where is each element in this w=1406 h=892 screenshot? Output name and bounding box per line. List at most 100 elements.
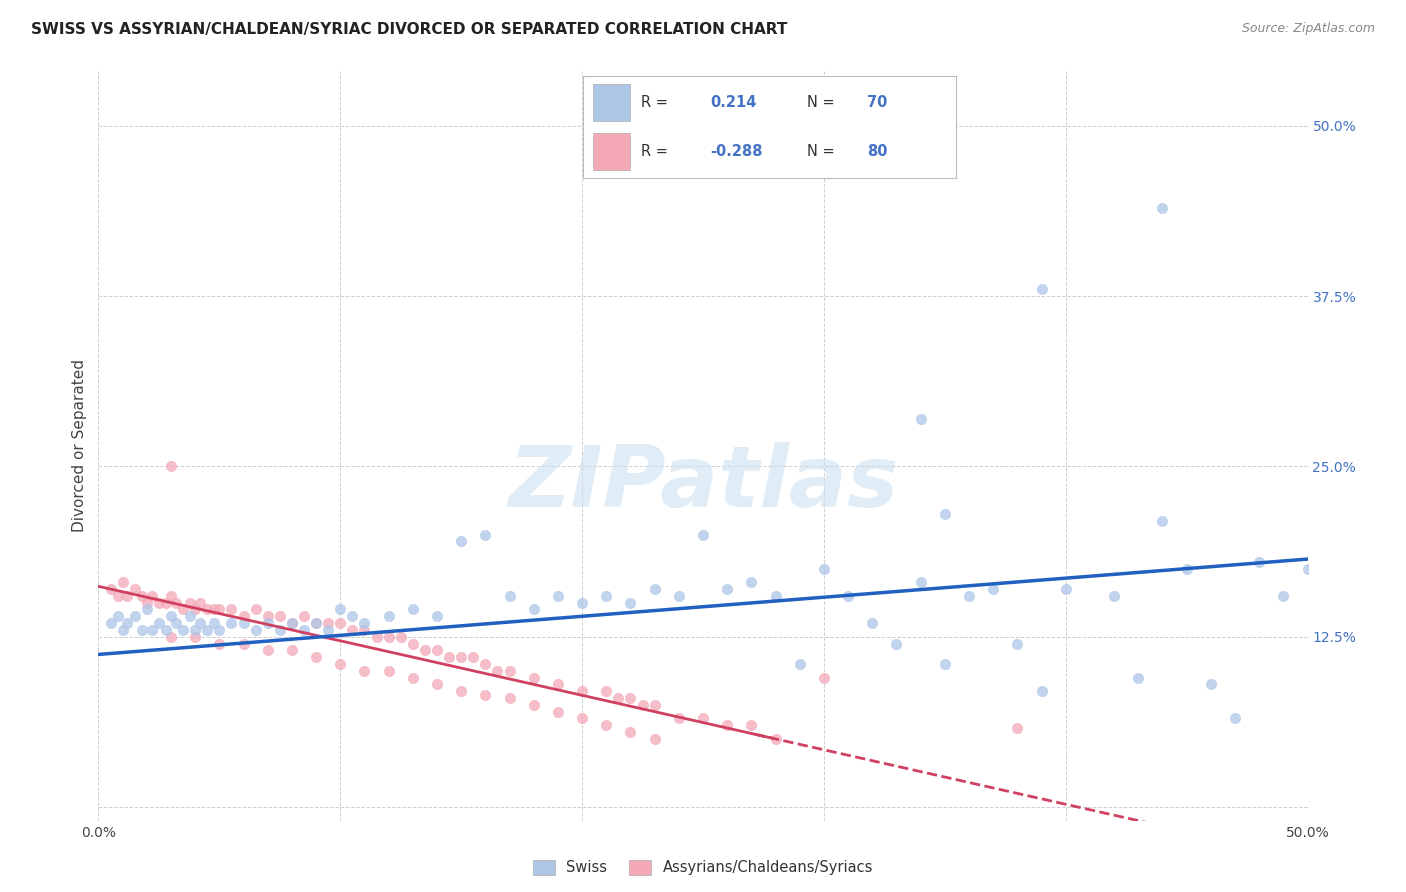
Point (172, 623, 194, 637)
Point (377, 609, 399, 624)
Point (547, 677, 569, 691)
Point (765, 589, 787, 603)
Text: 80: 80 (866, 145, 887, 160)
Point (474, 688, 496, 702)
Point (353, 616, 375, 631)
Point (860, 616, 883, 631)
Point (668, 711, 690, 725)
Point (631, 698, 654, 712)
Point (117, 616, 139, 631)
Text: -0.288: -0.288 (710, 145, 762, 160)
Point (172, 602, 194, 616)
Point (269, 623, 291, 637)
Point (523, 698, 546, 712)
Point (934, 507, 956, 521)
Point (426, 643, 449, 657)
Point (107, 589, 129, 603)
Point (426, 609, 449, 624)
Point (1249, 555, 1271, 569)
Point (124, 582, 146, 596)
Point (208, 602, 231, 616)
Text: 0.214: 0.214 (710, 95, 756, 110)
Point (474, 657, 496, 671)
Point (160, 630, 183, 644)
Point (813, 671, 835, 685)
Text: R =: R = (641, 145, 668, 160)
Point (1296, 561, 1319, 575)
Point (498, 691, 520, 706)
Point (450, 650, 472, 665)
Point (342, 623, 364, 637)
Point (160, 609, 183, 624)
Point (692, 711, 714, 725)
Point (292, 609, 315, 624)
Text: N =: N = (807, 145, 835, 160)
Text: Source: ZipAtlas.com: Source: ZipAtlas.com (1241, 22, 1375, 36)
Point (450, 684, 472, 698)
Point (1199, 677, 1222, 691)
Point (256, 643, 278, 657)
Point (329, 657, 352, 671)
Point (208, 636, 231, 650)
Point (111, 575, 134, 590)
Point (329, 616, 352, 631)
Y-axis label: Divorced or Separated: Divorced or Separated (72, 359, 87, 533)
Point (389, 630, 412, 644)
Point (305, 616, 328, 631)
Point (155, 596, 177, 610)
Point (184, 623, 207, 637)
Point (910, 575, 932, 590)
Point (232, 609, 254, 624)
Point (195, 602, 218, 616)
Point (141, 623, 163, 637)
Text: SWISS VS ASSYRIAN/CHALDEAN/SYRIAC DIVORCED OR SEPARATED CORRELATION CHART: SWISS VS ASSYRIAN/CHALDEAN/SYRIAC DIVORC… (31, 22, 787, 37)
Point (886, 636, 908, 650)
Point (547, 705, 569, 719)
Point (188, 616, 211, 631)
Text: N =: N = (807, 95, 835, 110)
Point (957, 589, 980, 603)
Point (765, 731, 787, 746)
Point (474, 527, 496, 541)
Point (366, 630, 388, 644)
Point (305, 616, 328, 631)
Point (1223, 711, 1246, 725)
Point (498, 664, 520, 678)
Text: R =: R = (641, 95, 668, 110)
Point (131, 589, 153, 603)
Point (692, 527, 714, 541)
Point (165, 596, 187, 610)
Point (837, 589, 859, 603)
Point (256, 609, 278, 624)
Point (498, 589, 520, 603)
Point (463, 650, 485, 665)
Point (571, 711, 593, 725)
Point (232, 616, 254, 631)
Point (619, 596, 641, 610)
Point (1007, 636, 1029, 650)
Point (437, 650, 460, 665)
Point (607, 691, 630, 706)
Text: 70: 70 (866, 95, 887, 110)
Point (204, 616, 226, 631)
Point (571, 596, 593, 610)
Point (619, 691, 641, 706)
Point (716, 582, 738, 596)
Point (377, 630, 399, 644)
Point (644, 582, 666, 596)
Point (910, 411, 932, 425)
Point (100, 582, 122, 596)
Point (131, 623, 153, 637)
Point (716, 718, 738, 732)
Point (316, 623, 339, 637)
Point (486, 664, 509, 678)
Point (221, 616, 243, 631)
Point (165, 616, 187, 631)
Point (316, 616, 339, 631)
Point (934, 657, 956, 671)
Point (245, 623, 267, 637)
Point (1054, 582, 1077, 596)
Point (232, 636, 254, 650)
Point (281, 643, 304, 657)
Point (281, 616, 304, 631)
